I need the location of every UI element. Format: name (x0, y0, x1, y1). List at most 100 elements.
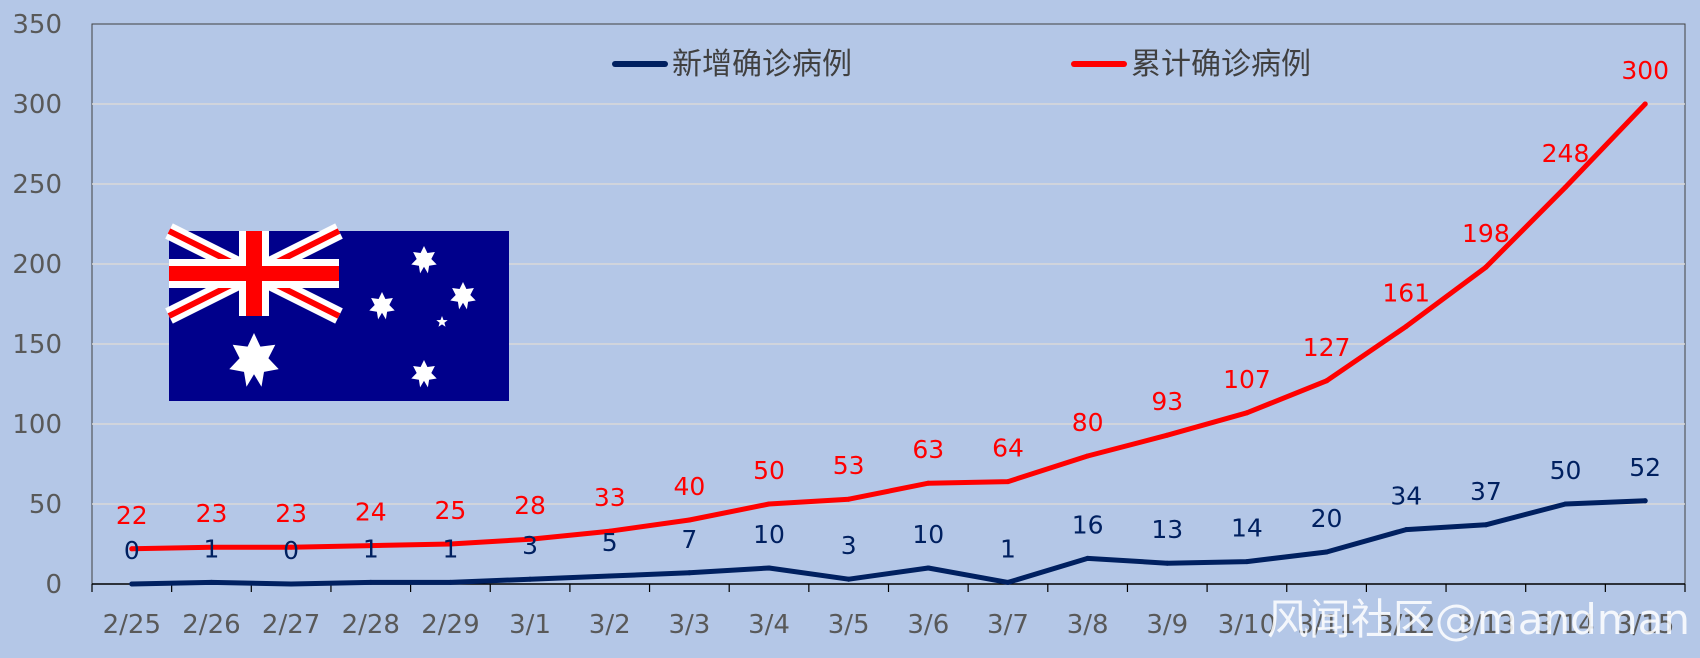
x-tick-label: 3/9 (1146, 610, 1188, 640)
data-label-new-cases: 14 (1231, 514, 1263, 543)
data-label-new-cases: 37 (1470, 477, 1502, 506)
data-point-new-cases (527, 576, 533, 582)
legend: 新增确诊病例 累计确诊病例 (612, 47, 1311, 82)
small-star-icon (436, 316, 448, 327)
data-label-total-cases: 25 (435, 496, 467, 525)
data-label-new-cases: 1 (1000, 534, 1016, 563)
data-point-new-cases (1164, 560, 1170, 566)
data-point-total-cases (1244, 410, 1250, 416)
data-point-total-cases (846, 496, 852, 502)
data-point-total-cases (1563, 184, 1569, 190)
x-tick-label: 3/12 (1377, 610, 1435, 640)
data-point-new-cases (1403, 527, 1409, 533)
data-point-total-cases (368, 543, 374, 549)
x-tick-label: 3/3 (668, 610, 710, 640)
data-label-total-cases: 64 (992, 434, 1024, 463)
data-point-new-cases (208, 579, 214, 585)
data-label-new-cases: 52 (1629, 453, 1661, 482)
data-label-new-cases: 1 (363, 534, 379, 563)
data-label-total-cases: 300 (1621, 56, 1669, 85)
y-tick-label: 50 (29, 490, 62, 520)
y-tick-label: 0 (45, 570, 62, 600)
star-icon (411, 246, 437, 274)
data-point-total-cases (208, 544, 214, 550)
data-label-total-cases: 248 (1542, 139, 1590, 168)
data-label-total-cases: 28 (514, 491, 546, 520)
data-label-new-cases: 10 (912, 520, 944, 549)
data-label-new-cases: 16 (1072, 510, 1104, 539)
data-label-total-cases: 107 (1223, 365, 1271, 394)
x-tick-label: 3/13 (1457, 610, 1515, 640)
x-tick-label: 2/28 (342, 610, 400, 640)
star-icon (411, 360, 437, 388)
data-point-total-cases (447, 541, 453, 547)
data-point-new-cases (925, 565, 931, 571)
data-label-total-cases: 161 (1382, 278, 1430, 307)
data-point-new-cases (368, 579, 374, 585)
data-point-total-cases (925, 480, 931, 486)
data-point-total-cases (527, 536, 533, 542)
data-point-new-cases (447, 579, 453, 585)
data-label-new-cases: 0 (283, 536, 299, 565)
x-tick-label: 2/26 (182, 610, 240, 640)
legend-label-total-cases: 累计确诊病例 (1131, 47, 1311, 82)
data-label-new-cases: 3 (841, 531, 857, 560)
data-label-new-cases: 10 (753, 520, 785, 549)
x-tick-label: 3/8 (1067, 610, 1109, 640)
data-label-total-cases: 24 (355, 498, 387, 527)
data-point-total-cases (1642, 101, 1648, 107)
star-icon (450, 282, 476, 310)
x-tick-label: 3/7 (987, 610, 1029, 640)
series-layer (129, 101, 1648, 587)
data-label-new-cases: 7 (681, 525, 697, 554)
y-tick-label: 350 (12, 10, 62, 40)
data-label-total-cases: 93 (1151, 387, 1183, 416)
data-point-new-cases (1005, 579, 1011, 585)
data-label-new-cases: 0 (124, 536, 140, 565)
data-label-new-cases: 34 (1390, 482, 1422, 511)
data-label-total-cases: 40 (673, 472, 705, 501)
data-label-total-cases: 50 (753, 456, 785, 485)
x-tick-label: 3/4 (748, 610, 790, 640)
data-label-new-cases: 20 (1311, 504, 1343, 533)
data-label-total-cases: 80 (1072, 408, 1104, 437)
data-point-new-cases (1642, 498, 1648, 504)
y-tick-label: 200 (12, 250, 62, 280)
data-label-new-cases: 50 (1550, 456, 1582, 485)
x-axis: 2/25 2/26 2/27 2/28 2/29 3/1 3/2 3/3 3/4 3/5 3/6 3/… (91, 583, 1686, 640)
x-tick-label: 2/29 (421, 610, 479, 640)
x-tick-label: 3/10 (1218, 610, 1276, 640)
data-point-new-cases (846, 576, 852, 582)
y-tick-label: 150 (12, 330, 62, 360)
data-point-total-cases (288, 544, 294, 550)
data-label-new-cases: 3 (522, 531, 538, 560)
x-tick-label: 3/11 (1297, 610, 1355, 640)
data-label-new-cases: 5 (602, 528, 618, 557)
data-point-total-cases (1164, 432, 1170, 438)
data-point-new-cases (686, 570, 692, 576)
data-point-total-cases (1324, 378, 1330, 384)
data-point-total-cases (1403, 323, 1409, 329)
data-point-total-cases (607, 528, 613, 534)
data-label-total-cases: 63 (912, 435, 944, 464)
data-point-total-cases (1005, 479, 1011, 485)
y-tick-label: 300 (12, 90, 62, 120)
data-label-total-cases: 33 (594, 483, 626, 512)
data-point-new-cases (288, 581, 294, 587)
legend-label-new-cases: 新增确诊病例 (672, 47, 852, 82)
data-point-total-cases (686, 517, 692, 523)
data-label-new-cases: 1 (204, 534, 220, 563)
data-point-new-cases (1563, 501, 1569, 507)
data-point-new-cases (1244, 559, 1250, 565)
x-tick-label: 2/25 (103, 610, 161, 640)
data-label-new-cases: 13 (1151, 515, 1183, 544)
data-point-new-cases (1085, 555, 1091, 561)
data-point-new-cases (129, 581, 135, 587)
series-line-new-cases (129, 498, 1648, 587)
data-point-total-cases (1483, 264, 1489, 270)
watermark: 风闻社区@mandman (1267, 595, 1690, 644)
x-tick-label: 3/5 (828, 610, 870, 640)
data-label-total-cases: 23 (196, 499, 228, 528)
